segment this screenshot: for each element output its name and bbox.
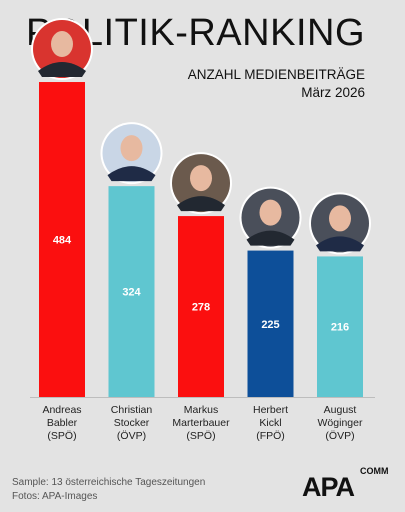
bar-value-label: 225 bbox=[261, 319, 279, 331]
chart-subtitle: ANZAHL MEDIENBEITRÄGE März 2026 bbox=[188, 66, 365, 102]
portrait-face bbox=[51, 31, 73, 58]
category-label-line: Stocker bbox=[113, 417, 150, 430]
footer-photos: Fotos: APA-Images bbox=[12, 490, 98, 502]
logo-suffix: COMM bbox=[360, 466, 389, 476]
logo-text: APA bbox=[302, 472, 355, 500]
bar-3 bbox=[178, 216, 224, 397]
category-label-line: (SPÖ) bbox=[186, 430, 216, 443]
portrait-suit bbox=[107, 166, 156, 182]
portrait-face bbox=[329, 205, 351, 232]
category-label-line: August bbox=[323, 404, 357, 416]
category-label-line: Wöginger bbox=[317, 417, 363, 430]
portrait-suit bbox=[177, 196, 225, 212]
portrait-suit bbox=[246, 230, 295, 246]
category-label-line: Kickl bbox=[259, 417, 282, 430]
category-label-line: Babler bbox=[46, 417, 78, 430]
subtitle-date: März 2026 bbox=[301, 85, 365, 101]
category-label-line: Markus bbox=[183, 404, 219, 416]
category-label: Christian Stocker (ÖVP) bbox=[92, 404, 172, 443]
subtitle-line: ANZAHL MEDIENBEITRÄGE bbox=[187, 67, 365, 82]
bar-5 bbox=[317, 256, 363, 397]
portrait-face bbox=[190, 165, 212, 192]
portrait-face bbox=[120, 135, 143, 162]
category-label-line: Christian bbox=[110, 404, 153, 416]
portrait-suit bbox=[316, 236, 364, 252]
category-label-line: (ÖVP) bbox=[325, 430, 355, 443]
bar-4 bbox=[247, 250, 294, 397]
footer-sample: Sample: 13 österreichische Tageszeitunge… bbox=[12, 477, 206, 488]
bar-value-label: 484 bbox=[53, 235, 72, 247]
portrait-suit bbox=[38, 62, 86, 78]
bar-value-label: 278 bbox=[192, 302, 210, 314]
category-label: August Wöginger (ÖVP) bbox=[300, 404, 380, 443]
category-label: Andreas Babler (SPÖ) bbox=[22, 404, 102, 443]
category-label-line: Andreas bbox=[42, 404, 82, 416]
bar-1 bbox=[39, 82, 85, 397]
category-label: Herbert Kickl (FPÖ) bbox=[231, 404, 311, 443]
apa-comm-logo: COMM APA bbox=[302, 466, 389, 500]
bar-value-label: 216 bbox=[331, 322, 349, 334]
bar-2 bbox=[108, 186, 155, 397]
category-label-line: (ÖVP) bbox=[116, 430, 147, 443]
portrait-face bbox=[259, 199, 282, 226]
category-label: Markus Marterbauer (SPÖ) bbox=[161, 404, 241, 443]
bar-value-label: 324 bbox=[122, 287, 141, 299]
category-label-line: Marterbauer bbox=[172, 417, 230, 430]
footer-notes: Sample: 13 österreichische Tageszeitunge… bbox=[12, 476, 205, 503]
category-label-line: Herbert bbox=[252, 404, 288, 416]
category-label-line: (SPÖ) bbox=[47, 430, 77, 443]
category-label-line: (FPÖ) bbox=[256, 430, 285, 443]
